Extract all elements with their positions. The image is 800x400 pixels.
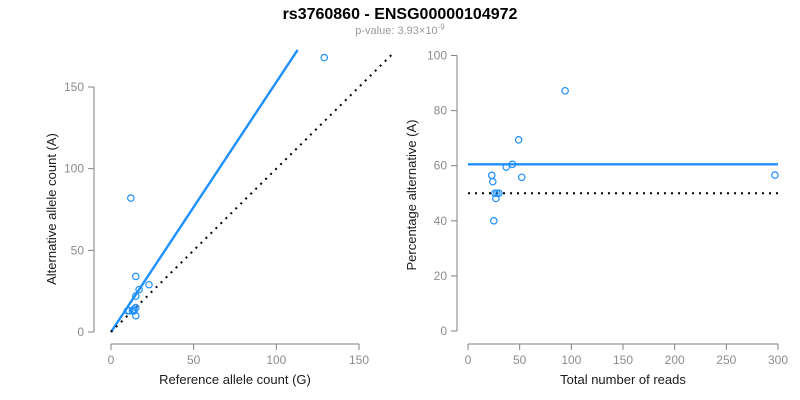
- y-tick-label: 150: [64, 80, 84, 94]
- data-point: [131, 272, 140, 281]
- data-point: [131, 311, 140, 320]
- x-tick-label: 300: [768, 353, 788, 367]
- data-point: [492, 194, 500, 203]
- x-tick-label: 100: [561, 353, 581, 367]
- left-scatter-plot: 0 50 100 150 0 50 100 150 Reference allele count…: [44, 49, 393, 387]
- x-tick-label: 200: [665, 353, 685, 367]
- data-point: [127, 194, 135, 202]
- data-point: [135, 285, 143, 294]
- data-point: [488, 177, 497, 186]
- data-point: [130, 306, 138, 315]
- x-tick-label: 0: [108, 353, 115, 367]
- data-point: [490, 217, 498, 225]
- x-tick-label: 150: [613, 353, 633, 367]
- data-point: [502, 163, 511, 171]
- figure-subtitle-pvalue: p-value: 3.93×10-9: [0, 22, 800, 37]
- y-tick-label: 20: [434, 269, 448, 283]
- y-tick-label: 100: [427, 49, 447, 63]
- pvalue-label: p-value:: [355, 25, 398, 37]
- y-tick-label: 100: [64, 162, 84, 176]
- data-point: [517, 173, 526, 182]
- x-tick-label: 100: [266, 353, 286, 367]
- fitted-allelic-ratio-line: [109, 49, 299, 333]
- y-tick-label: 40: [434, 214, 448, 228]
- identity-y-equals-x-line: [110, 53, 393, 333]
- data-point: [514, 136, 523, 144]
- data-point: [561, 86, 569, 95]
- data-point: [771, 171, 779, 179]
- y-tick-label: 80: [434, 104, 448, 118]
- y-axis-title: Percentage alternative (A): [404, 119, 419, 270]
- multiplication-sign: ×: [418, 25, 426, 37]
- x-axis-title: Reference allele count (G): [159, 372, 311, 387]
- data-point: [145, 280, 153, 289]
- data-point: [493, 189, 501, 198]
- y-tick-label: 60: [434, 159, 448, 173]
- data-point: [487, 171, 496, 180]
- x-tick-label: 50: [187, 353, 201, 367]
- data-point: [508, 160, 517, 169]
- x-tick-label: 50: [513, 353, 527, 367]
- x-axis-title: Total number of reads: [560, 372, 686, 387]
- data-point: [320, 53, 329, 62]
- data-point: [125, 306, 133, 315]
- pvalue-base: 10: [425, 25, 438, 37]
- x-tick-label: 250: [716, 353, 736, 367]
- right-scatter-plot: 0 50 100 150 200 250 300 0 20 40 60 80 100 Total numb…: [404, 49, 788, 388]
- y-axis-title: Alternative allele count (A): [44, 133, 59, 285]
- y-tick-label: 0: [77, 325, 84, 339]
- x-tick-label: 150: [349, 353, 369, 367]
- data-point: [131, 292, 140, 300]
- figure-title: rs3760860 - ENSG00000104972: [282, 6, 518, 23]
- y-tick-label: 0: [440, 324, 447, 338]
- pvalue-exponent: -9: [437, 22, 445, 32]
- y-tick-label: 50: [71, 243, 85, 257]
- x-tick-label: 0: [465, 353, 472, 367]
- data-point: [491, 189, 499, 198]
- pvalue-mantissa: 3.93: [397, 25, 419, 37]
